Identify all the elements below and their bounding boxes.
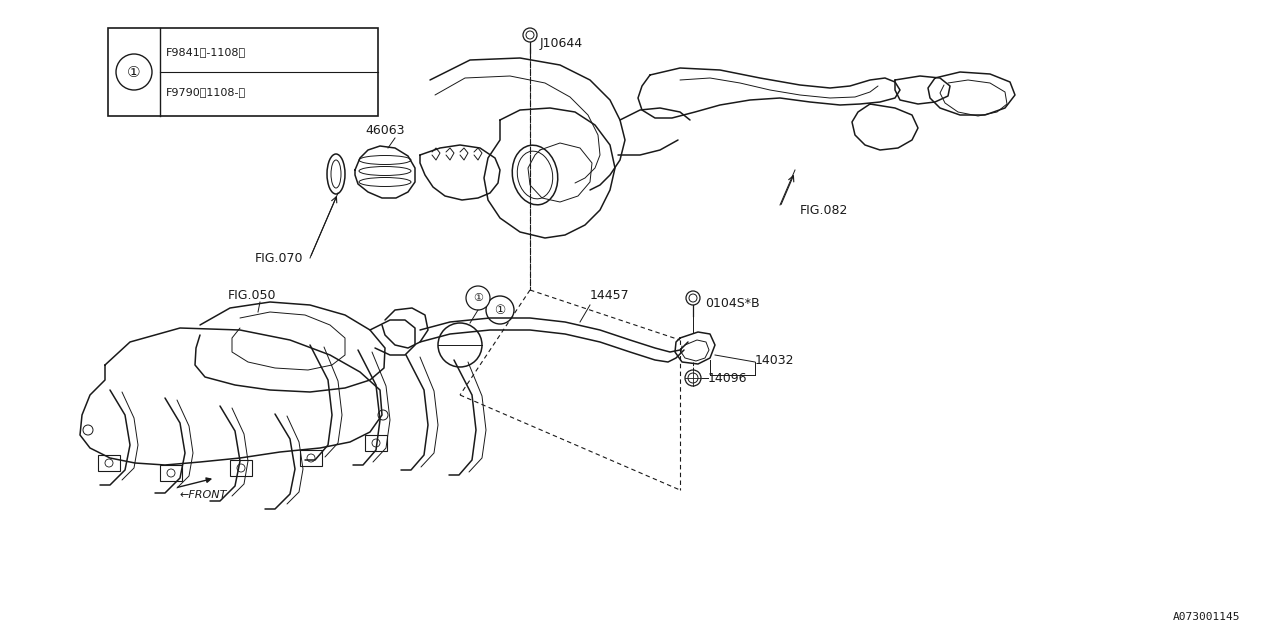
Circle shape — [526, 31, 534, 39]
Circle shape — [438, 323, 483, 367]
Circle shape — [307, 454, 315, 462]
Text: 14457: 14457 — [590, 289, 630, 301]
Circle shape — [524, 28, 538, 42]
Ellipse shape — [358, 156, 411, 164]
Text: 46063: 46063 — [365, 124, 404, 136]
Text: 0104S*B: 0104S*B — [705, 296, 759, 310]
Text: ①: ① — [494, 303, 506, 317]
Ellipse shape — [332, 160, 340, 188]
Circle shape — [689, 294, 698, 302]
Ellipse shape — [512, 145, 558, 205]
Ellipse shape — [358, 177, 411, 186]
Bar — [160, 465, 182, 481]
Text: F9841（-1108）: F9841（-1108） — [166, 47, 246, 57]
Text: FIG.082: FIG.082 — [800, 204, 849, 216]
Bar — [108, 28, 378, 116]
Text: A073001145: A073001145 — [1172, 612, 1240, 622]
Text: FIG.050: FIG.050 — [228, 289, 276, 301]
Text: ←FRONT: ←FRONT — [180, 490, 228, 500]
Text: 14032: 14032 — [755, 353, 795, 367]
Bar — [300, 450, 323, 466]
Circle shape — [378, 410, 388, 420]
Circle shape — [466, 286, 490, 310]
Circle shape — [685, 370, 701, 386]
Circle shape — [486, 296, 515, 324]
Ellipse shape — [517, 151, 553, 199]
Text: J10644: J10644 — [540, 36, 584, 49]
Text: F9790（1108-）: F9790（1108-） — [166, 87, 246, 97]
Circle shape — [166, 469, 175, 477]
Circle shape — [105, 459, 113, 467]
Circle shape — [237, 464, 244, 472]
Text: 14096: 14096 — [708, 371, 748, 385]
Circle shape — [83, 425, 93, 435]
Bar — [365, 435, 387, 451]
Circle shape — [689, 373, 698, 383]
Circle shape — [686, 291, 700, 305]
Bar — [99, 455, 120, 471]
Ellipse shape — [326, 154, 346, 194]
Bar — [230, 460, 252, 476]
Ellipse shape — [358, 166, 411, 175]
Circle shape — [372, 439, 380, 447]
Text: ①: ① — [474, 293, 483, 303]
Text: FIG.070: FIG.070 — [255, 252, 303, 264]
Circle shape — [116, 54, 152, 90]
Text: ①: ① — [127, 65, 141, 79]
